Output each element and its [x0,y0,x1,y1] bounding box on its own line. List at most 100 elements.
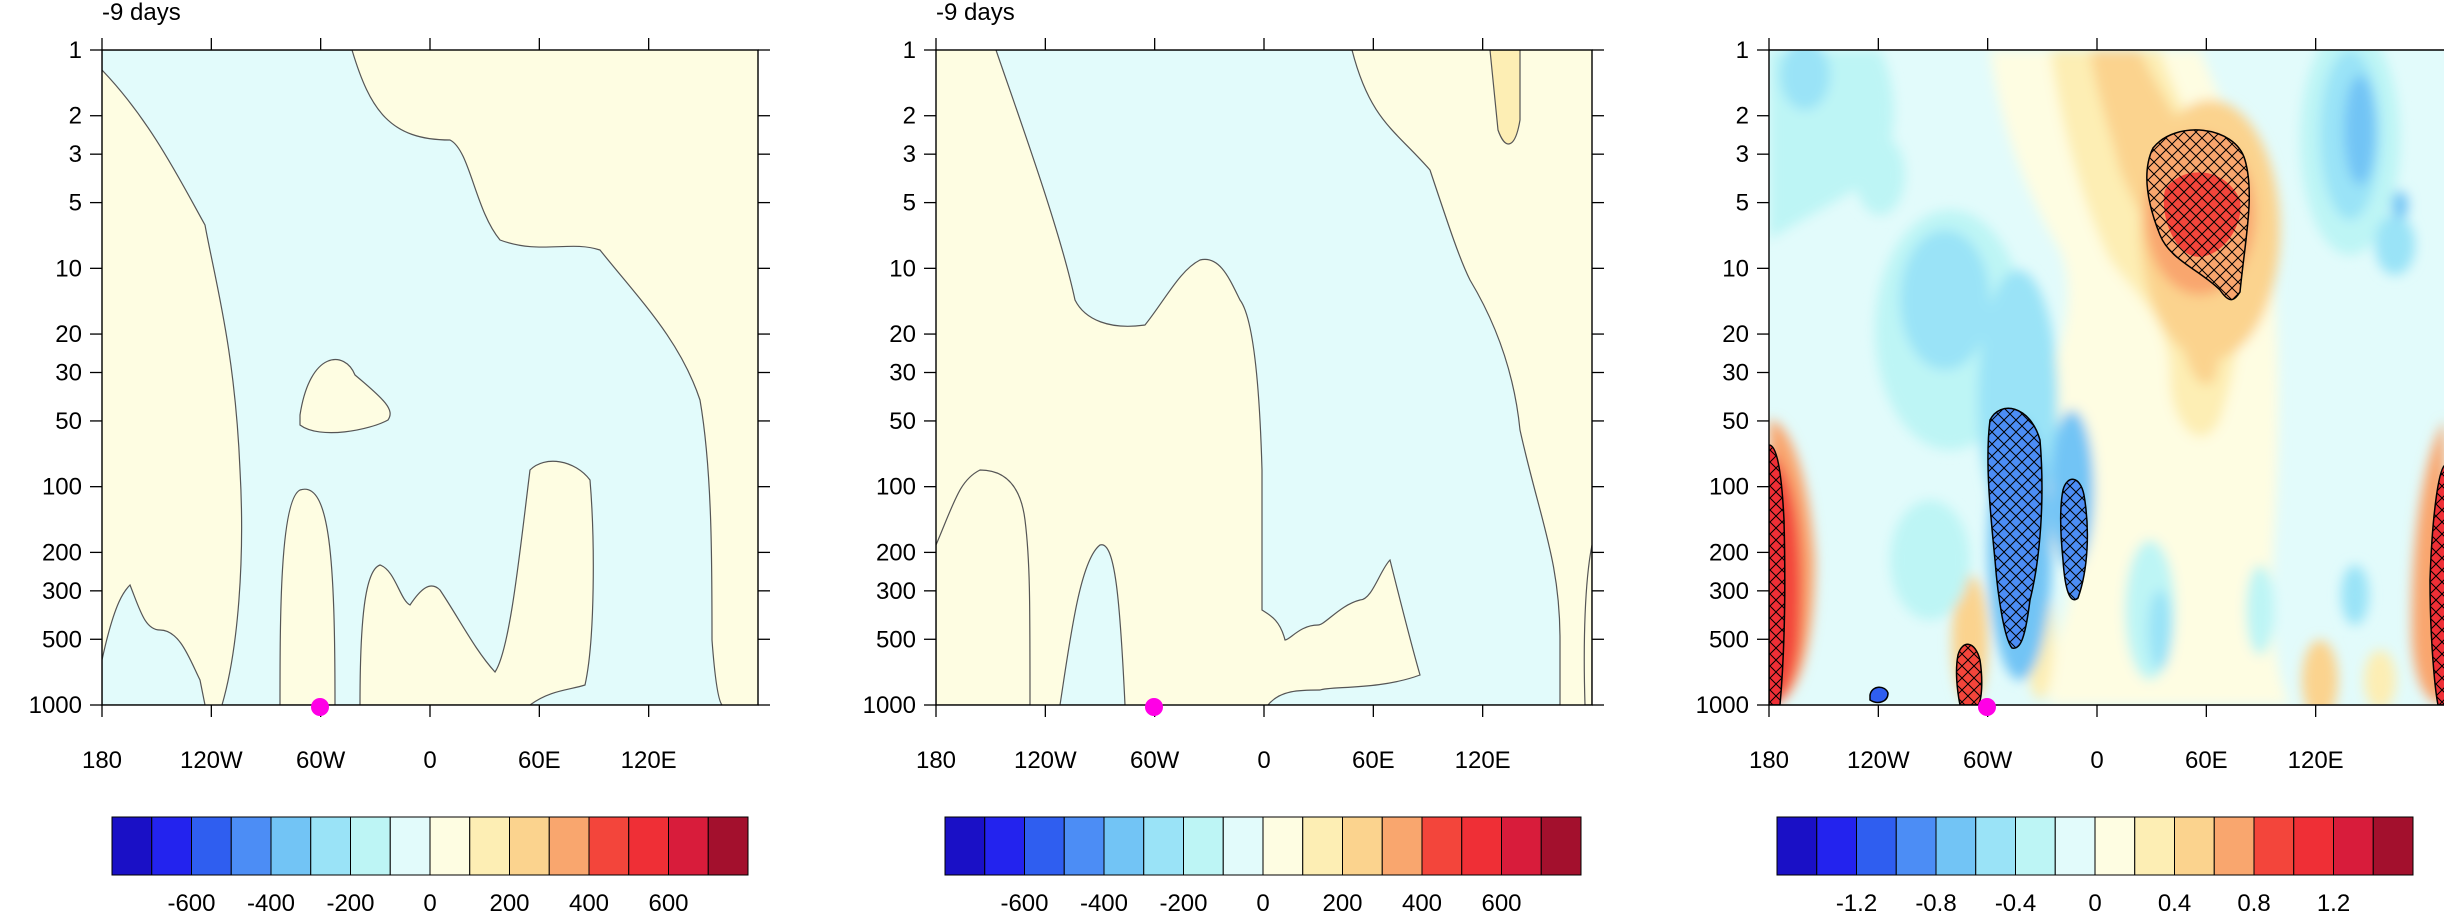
y-tick-label: 200 [876,539,916,566]
x-tick-label: 180 [82,747,122,774]
colorbar-box [1501,816,1542,876]
y-tick-label: 500 [876,626,916,653]
x-tick-label: 60E [518,747,561,774]
colorbar-box [1262,816,1304,876]
y-tick-label: 100 [42,474,82,501]
y-tick-label: 1000 [29,692,82,719]
x-tick-label: 0 [423,747,436,774]
colorbar-box [310,816,351,876]
colorbar-box [707,816,749,876]
y-tick-label: 5 [1736,190,1749,217]
colorbar-box [429,816,471,876]
y-tick-label: 2 [1736,103,1749,130]
panel-1-field [102,50,758,705]
colorbar-box [1461,816,1502,876]
y-tick-label: 50 [1722,408,1749,435]
colorbar-box [1222,816,1264,876]
y-tick-label: 30 [889,360,916,387]
y-tick-label: 300 [876,578,916,605]
y-tick-label: 3 [69,141,82,168]
y-tick-label: 2 [69,103,82,130]
y-tick-label: 10 [1722,255,1749,282]
colorbar-box [2134,816,2175,876]
y-tick-label: 50 [889,408,916,435]
y-tick-label: 500 [1709,626,1749,653]
panel-2-marker [1145,698,1163,716]
colorbar-label: 0.8 [2237,890,2270,917]
y-tick-label: 10 [889,255,916,282]
y-tick-label: 1 [903,37,916,64]
panel-2-y-axis: 1 2 3 5 10 20 30 50 100 200 300 500 1000 [863,37,1604,719]
colorbar-label: 600 [1481,890,1521,917]
x-tick-label: 120E [621,747,677,774]
y-tick-label: 1000 [1696,692,1749,719]
x-tick-label: 120E [2288,747,2344,774]
colorbar-label: -400 [1080,890,1128,917]
colorbar-label: 0.4 [2158,890,2191,917]
panel-2-x-axis: 180 120W 60W 0 60E 120E [916,38,1511,774]
colorbar-label: -0.8 [1915,890,1956,917]
x-tick-label: 60E [2185,747,2228,774]
colorbar-box [2253,816,2295,876]
y-tick-label: 10 [55,255,82,282]
panel-3-marker [1978,698,1996,716]
y-tick-label: 3 [1736,141,1749,168]
colorbar-box [2293,816,2334,876]
colorbar-box [1143,816,1184,876]
panel-3-y-axis: 1 2 3 5 10 20 30 50 100 200 300 500 1000 [1696,37,1769,719]
colorbar-2: -600 -400 -200 0 200 400 600 [944,816,1582,917]
panel-2-field [936,50,1592,705]
colorbar-box [2174,816,2215,876]
x-tick-label: 60W [1963,747,2013,774]
y-tick-label: 30 [1722,360,1749,387]
panel-1: -9 days 1 2 3 5 10 20 30 50 100 200 300 500 1000 180… [29,0,770,774]
colorbar-box [389,816,431,876]
colorbar-box [1381,816,1423,876]
colorbar-label: 0 [1256,890,1269,917]
colorbar-box [1063,816,1105,876]
y-tick-label: 1000 [863,692,916,719]
y-tick-label: 1 [1736,37,1749,64]
x-tick-label: 60E [1352,747,1395,774]
colorbar-label: -0.4 [1995,890,2036,917]
y-tick-label: 30 [55,360,82,387]
x-tick-label: 180 [1749,747,1789,774]
colorbar-box [1935,816,1977,876]
x-tick-label: 120W [180,747,243,774]
colorbar-box [1183,816,1224,876]
colorbar-box [2054,816,2096,876]
y-tick-label: 20 [1722,321,1749,348]
colorbar-box [151,816,192,876]
colorbar-box [1856,816,1897,876]
colorbar-box [1024,816,1065,876]
colorbar-box [1421,816,1463,876]
colorbar-box [548,816,590,876]
colorbar-box [1540,816,1582,876]
colorbar-box [588,816,630,876]
y-tick-label: 1 [69,37,82,64]
panel-1-title: -9 days [102,0,181,26]
colorbar-box [2372,816,2414,876]
colorbar-box [469,816,510,876]
colorbar-label: 600 [648,890,688,917]
x-tick-label: 120W [1014,747,1077,774]
y-tick-label: 3 [903,141,916,168]
y-tick-label: 200 [42,539,82,566]
colorbar-box [1103,816,1145,876]
colorbar-box [1776,816,1818,876]
colorbar-label: 0 [423,890,436,917]
colorbar-box [1975,816,2016,876]
colorbar-box [984,816,1025,876]
panel-2: -9 days 1 2 3 5 10 20 30 50 100 200 300 500 1000 180… [863,0,1604,774]
colorbar-label: 200 [1322,890,1362,917]
colorbar-label: -600 [1000,890,1048,917]
colorbar-label: -200 [326,890,374,917]
y-tick-label: 2 [903,103,916,130]
panel-3-x-axis: 180 120W 60W 0 60E 120E [1749,38,2344,774]
y-tick-label: 300 [42,578,82,605]
panel-1-marker [311,698,329,716]
y-tick-label: 50 [55,408,82,435]
panel-3: 1 2 3 5 10 20 30 50 100 200 300 500 1000 180 120W 60W 0… [1696,37,2444,774]
y-tick-label: 100 [876,474,916,501]
